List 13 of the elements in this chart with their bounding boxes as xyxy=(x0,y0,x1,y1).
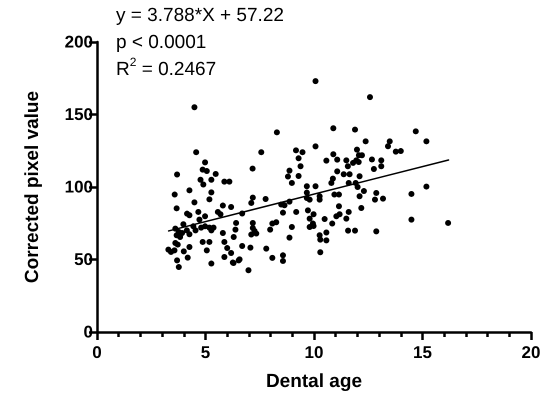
y-axis-title: Corrected pixel value xyxy=(22,90,43,284)
annotation: R$^{2}$ = 0.2467 xyxy=(116,55,218,82)
annotation: p < 0.0001 xyxy=(116,31,208,55)
x-tick-label: 20 xyxy=(522,343,540,362)
x-tick-label: 15 xyxy=(413,343,432,362)
y-tick-label: 200 xyxy=(64,32,93,52)
y-tick-label: 100 xyxy=(64,178,93,196)
y-tick-label: 50 xyxy=(74,250,93,269)
x-axis-title: Dental age xyxy=(266,371,362,392)
y-tick-label: 150 xyxy=(64,105,93,124)
x-tick-label: 5 xyxy=(200,343,210,362)
text: y = 3.788*X + 57.22 xyxy=(116,4,284,28)
x-tick-label: 10 xyxy=(304,343,324,362)
